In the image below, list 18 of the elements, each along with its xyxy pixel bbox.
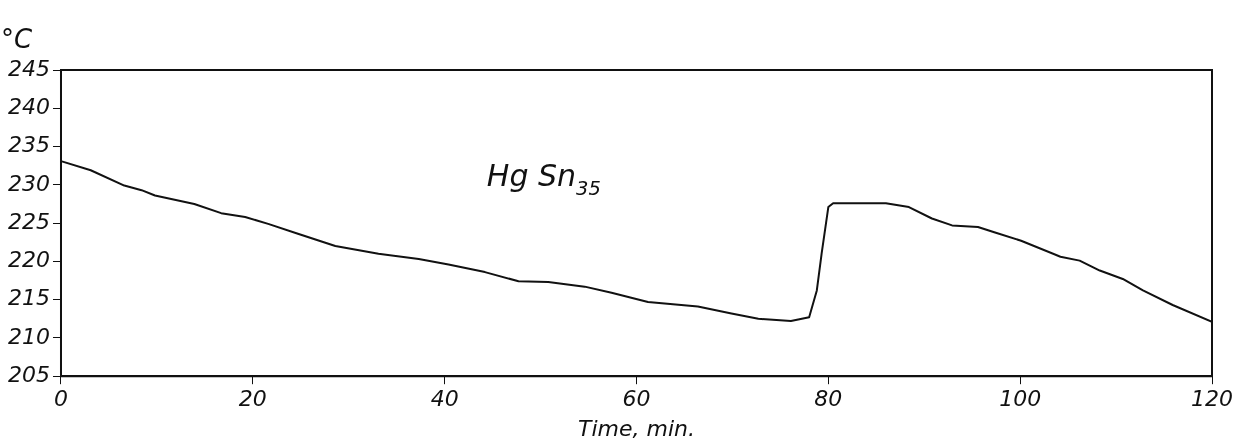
- x-tick-label: 100: [999, 386, 1042, 412]
- x-tick-label: 0: [53, 386, 68, 412]
- x-tick-label: 120: [1191, 386, 1233, 412]
- x-axis-title: Time, min.: [578, 415, 695, 441]
- x-tick-label: 20: [238, 386, 267, 412]
- y-tick-label: 225: [7, 208, 50, 234]
- y-axis-title: °C: [0, 24, 33, 54]
- x-tick-label: 40: [430, 386, 459, 412]
- y-tick-label: 230: [7, 170, 50, 196]
- y-tick-label: 210: [7, 323, 50, 349]
- x-tick-label: 80: [814, 386, 843, 412]
- x-tick-label: 60: [622, 386, 651, 412]
- y-tick-label: 205: [7, 361, 50, 387]
- y-tick-label: 235: [7, 132, 50, 158]
- y-tick-label: 245: [7, 55, 50, 81]
- y-tick-label: 240: [7, 93, 50, 119]
- y-tick-label: 220: [7, 247, 50, 273]
- y-tick-label: 215: [7, 285, 50, 311]
